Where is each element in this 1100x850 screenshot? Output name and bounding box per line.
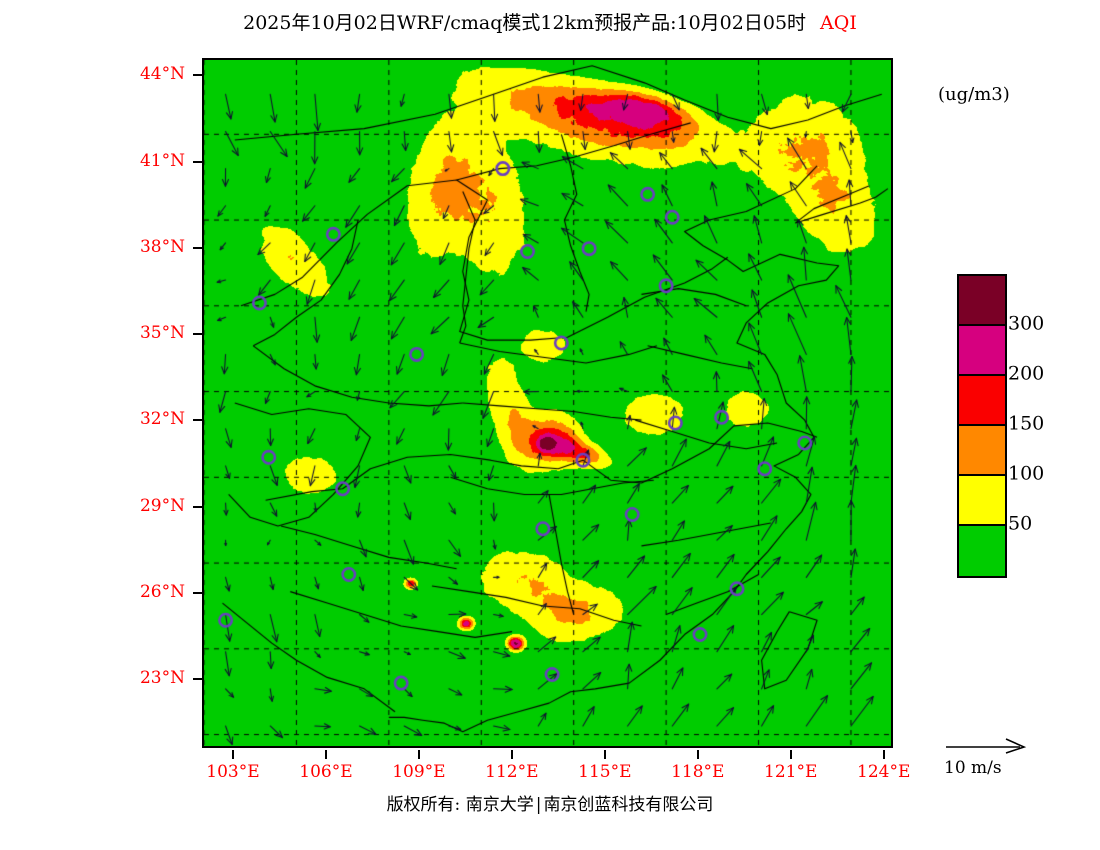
figure-title: 2025年10月02日WRF/cmaq模式12km预报产品:10月02日05时 A… <box>0 8 1100 35</box>
colorbar-units-label: (ug/m3) <box>938 84 1010 105</box>
map-plot-area[interactable] <box>202 58 893 748</box>
x-axis-label: 109°E <box>392 762 446 782</box>
x-axis-tick <box>603 750 606 759</box>
x-axis-label: 103°E <box>206 762 260 782</box>
footer-company: 南京创蓝科技有限公司 <box>543 795 714 815</box>
y-axis-label: 26°N <box>139 581 185 602</box>
x-axis-label: 121°E <box>764 762 818 782</box>
colorbar-band[interactable] <box>959 476 1005 526</box>
y-axis-tick <box>193 246 202 249</box>
colorbar-band[interactable] <box>959 426 1005 476</box>
colorbar-tick-label: 300 <box>1008 312 1045 335</box>
y-axis-tick <box>193 678 202 680</box>
x-axis-label: 115°E <box>578 762 632 782</box>
wind-scale-label: 10 m/s <box>944 758 1002 778</box>
x-axis-tick <box>231 750 234 759</box>
x-axis-tick <box>417 750 420 759</box>
x-axis-tick <box>510 750 513 759</box>
y-axis-label: 44°N <box>139 64 185 85</box>
x-axis-label: 106°E <box>299 762 353 782</box>
x-axis-tick <box>789 750 792 759</box>
colorbar-band[interactable] <box>959 326 1005 376</box>
y-axis-tick <box>193 74 202 77</box>
footer-separator: | <box>535 795 542 815</box>
y-axis-label: 41°N <box>139 150 185 171</box>
aqi-concentration-map[interactable] <box>204 60 891 746</box>
wind-scale-key: 10 m/s <box>944 736 1094 778</box>
colorbar-tick-label: 100 <box>1008 462 1045 485</box>
colorbar-band[interactable] <box>959 376 1005 426</box>
title-main-text: 2025年10月02日WRF/cmaq模式12km预报产品:10月02日05时 <box>243 12 807 34</box>
y-axis-tick <box>193 333 202 335</box>
y-axis-tick <box>193 505 202 508</box>
aqi-colorbar[interactable] <box>957 274 1007 578</box>
y-axis-tick <box>193 591 202 594</box>
colorbar-tick-label: 50 <box>1008 512 1033 535</box>
x-axis-label: 124°E <box>857 762 911 782</box>
x-axis-label: 112°E <box>485 762 539 782</box>
x-axis-label: 118°E <box>671 762 725 782</box>
y-axis-label: 32°N <box>139 409 185 430</box>
x-axis-tick <box>324 750 327 759</box>
colorbar-band[interactable] <box>959 526 1005 576</box>
x-axis-tick <box>882 750 885 759</box>
y-axis-label: 35°N <box>139 323 185 343</box>
colorbar-band[interactable] <box>959 276 1005 326</box>
colorbar-tick-label: 150 <box>1008 412 1045 435</box>
footer-owner: 版权所有: 南京大学 <box>386 795 534 815</box>
y-axis-tick <box>193 160 202 163</box>
copyright-footer: 版权所有: 南京大学 | 南京创蓝科技有限公司 <box>0 790 1100 815</box>
wind-reference-arrow-icon <box>946 738 1027 754</box>
colorbar-tick-label: 200 <box>1008 362 1045 385</box>
title-variable-label: AQI <box>820 12 857 34</box>
y-axis-tick <box>193 419 202 422</box>
x-axis-tick <box>696 750 699 759</box>
y-axis-label: 29°N <box>139 495 185 516</box>
y-axis-label: 23°N <box>139 668 185 688</box>
y-axis-label: 38°N <box>139 236 185 257</box>
